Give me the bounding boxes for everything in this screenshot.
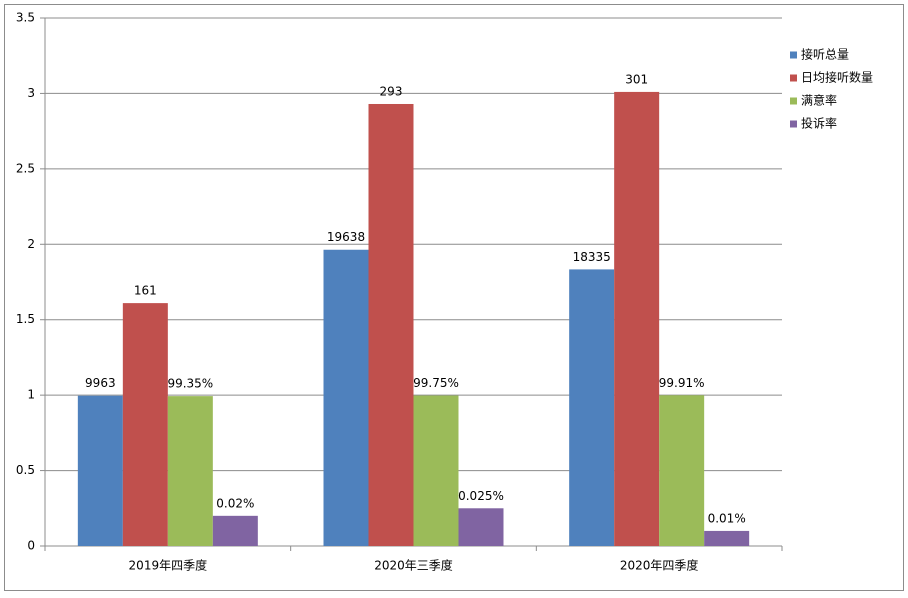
legend-swatch — [790, 120, 797, 128]
x-tick-label: 2020年三季度 — [374, 558, 453, 573]
y-tick-label: 3 — [27, 86, 35, 100]
legend-label: 投诉率 — [801, 116, 837, 131]
bar — [167, 396, 213, 546]
bar — [212, 515, 258, 546]
legend-swatch — [790, 97, 797, 105]
data-label: 18335 — [573, 250, 611, 264]
y-tick-label: 2 — [27, 237, 35, 251]
bar — [323, 249, 369, 546]
x-tick-label: 2019年四季度 — [129, 558, 208, 573]
data-label: 161 — [134, 284, 157, 298]
data-label: 293 — [380, 84, 403, 98]
y-tick-label: 3.5 — [16, 11, 35, 25]
y-tick-label: 0 — [27, 539, 35, 553]
y-tick-label: 1 — [27, 388, 35, 402]
bar — [122, 303, 168, 546]
bar — [569, 269, 615, 546]
data-label: 99.75% — [413, 376, 459, 390]
bar — [659, 395, 705, 546]
data-label: 9963 — [85, 376, 116, 390]
data-label: 0.02% — [216, 496, 254, 510]
data-label: 99.91% — [659, 376, 705, 390]
y-tick-label: 1.5 — [16, 312, 35, 326]
legend-label: 满意率 — [801, 93, 837, 108]
bar — [413, 395, 459, 546]
legend-swatch — [790, 51, 797, 59]
data-label: 301 — [625, 72, 648, 86]
bar — [368, 103, 414, 546]
bar — [77, 395, 123, 546]
bar — [458, 508, 504, 546]
bar — [614, 91, 660, 547]
x-tick-label: 2020年四季度 — [620, 558, 699, 573]
bar — [704, 530, 750, 546]
y-tick-label: 2.5 — [16, 161, 35, 175]
data-label: 99.35% — [167, 377, 213, 391]
data-label: 0.01% — [708, 511, 746, 525]
data-label: 19638 — [327, 230, 365, 244]
y-tick-label: 0.5 — [16, 463, 35, 477]
legend-swatch — [790, 74, 797, 82]
data-label: 0.025% — [458, 489, 504, 503]
legend-label: 接听总量 — [801, 47, 849, 62]
legend-label: 日均接听数量 — [801, 70, 873, 85]
